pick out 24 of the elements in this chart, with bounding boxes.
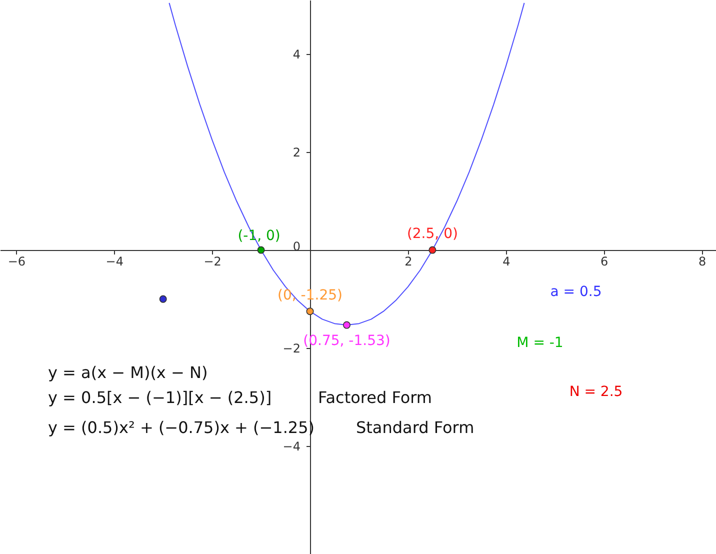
point — [306, 308, 314, 316]
x-tick-label: 2 — [404, 254, 412, 269]
x-tick-label: 8 — [698, 254, 706, 269]
annotation: (2.5, 0) — [406, 226, 458, 242]
annotation: N = 2.5 — [569, 384, 623, 400]
y-tick-label: 4 — [292, 47, 301, 62]
annotation: Standard Form — [356, 418, 474, 437]
x-tick-label: −2 — [204, 254, 222, 269]
point — [257, 246, 265, 254]
y-tick-label: −2 — [282, 342, 301, 356]
annotation: M = -1 — [516, 335, 564, 351]
x-tick-label: 6 — [600, 254, 608, 269]
annotation: y = 0.5[x − (−1)][x − (2.5)] — [48, 388, 272, 407]
annotation: a = 0.5 — [550, 284, 602, 300]
point — [159, 295, 167, 303]
y-tick-label: −4 — [282, 440, 301, 454]
x-tick-label: 4 — [502, 254, 510, 269]
point — [342, 321, 350, 329]
annotation: Factored Form — [318, 388, 432, 407]
x-tick-label: −4 — [106, 254, 124, 269]
annotation: y = a(x − M)(x − N) — [48, 363, 208, 382]
x-tick-label: −6 — [8, 254, 26, 269]
point — [428, 246, 436, 254]
y-tick-label: 2 — [292, 145, 301, 160]
